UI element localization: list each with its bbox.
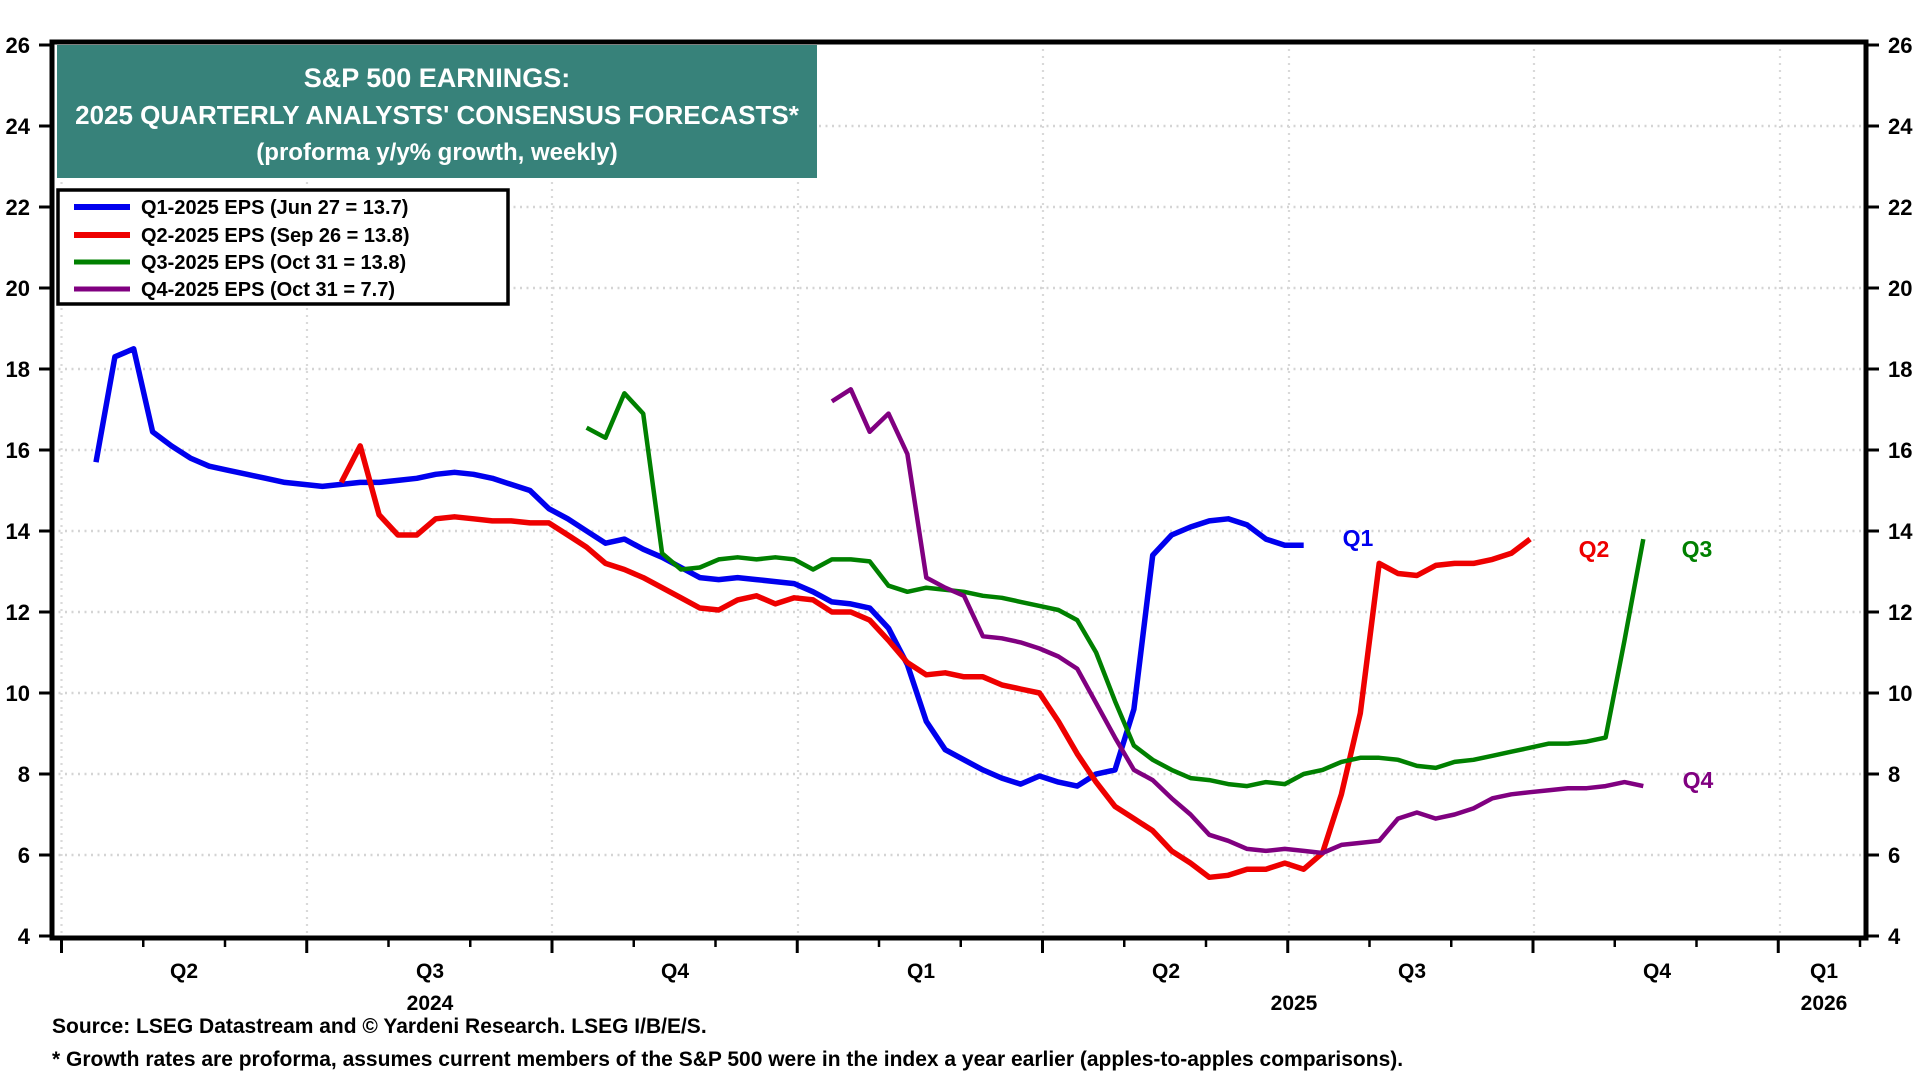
chart-title-line3: (proforma y/y% growth, weekly) xyxy=(256,139,617,166)
legend-label-q3: Q3-2025 EPS (Oct 31 = 13.8) xyxy=(141,252,406,274)
y-axis-label: 4 xyxy=(1888,924,1901,949)
q1-line-label: Q1 xyxy=(1343,525,1374,551)
y-axis-label: 12 xyxy=(1888,600,1912,625)
x-axis-year-label: 2025 xyxy=(1271,992,1318,1015)
y-axis-label: 6 xyxy=(18,843,30,868)
y-axis-label: 20 xyxy=(1888,276,1912,301)
y-axis-label: 22 xyxy=(6,195,30,220)
x-axis-quarter-label: Q2 xyxy=(1152,960,1180,983)
y-axis-label: 26 xyxy=(6,33,30,58)
x-axis-year-label: 2026 xyxy=(1801,992,1848,1015)
y-axis-label: 20 xyxy=(6,276,30,301)
x-axis-year-label: 2024 xyxy=(407,992,454,1015)
series-end-labels: Q1 Q2 Q3 Q4 xyxy=(1343,525,1714,793)
y-axis-label: 24 xyxy=(6,114,31,139)
legend-label-q2: Q2-2025 EPS (Sep 26 = 13.8) xyxy=(141,225,410,247)
x-axis-quarter-label: Q4 xyxy=(1643,960,1671,983)
legend-label-q1: Q1-2025 EPS (Jun 27 = 13.7) xyxy=(141,197,408,219)
y-axis-label: 8 xyxy=(1888,762,1900,787)
legend-box xyxy=(56,188,510,306)
y-axis-label: 16 xyxy=(6,438,30,463)
footnote: * Growth rates are proforma, assumes cur… xyxy=(52,1048,1403,1071)
series-line-q3 xyxy=(585,391,1646,789)
x-axis-labels: Q2 Q3 Q4 Q1 Q2 Q3 Q4 Q1 2024 2025 2026 xyxy=(170,960,1847,1015)
source-line: Source: LSEG Datastream and © Yardeni Re… xyxy=(52,1015,707,1038)
series-line-q4 xyxy=(830,387,1644,856)
y-axis-label: 18 xyxy=(6,357,30,382)
y-axis-label: 26 xyxy=(1888,33,1912,58)
legend-label-q4: Q4-2025 EPS (Oct 31 = 7.7) xyxy=(141,279,395,301)
q2-line-label: Q2 xyxy=(1579,536,1610,562)
y-axis-labels-right: 4 6 8 10 12 14 16 18 20 22 24 26 xyxy=(1888,33,1913,949)
y-axis-label: 16 xyxy=(1888,438,1912,463)
title-background xyxy=(57,45,817,178)
x-axis-quarter-label: Q2 xyxy=(170,960,198,983)
series-line-q1 xyxy=(93,346,1304,789)
y-axis-label: 10 xyxy=(1888,681,1912,706)
q3-line-label: Q3 xyxy=(1682,536,1713,562)
y-axis-label: 12 xyxy=(6,600,30,625)
y-axis-label: 22 xyxy=(1888,195,1912,220)
plot-frame xyxy=(49,39,1869,941)
x-axis-quarter-label: Q3 xyxy=(416,960,444,983)
y-axis-label: 14 xyxy=(1888,519,1913,544)
y-axis-label: 14 xyxy=(6,519,31,544)
q4-line-label: Q4 xyxy=(1683,767,1714,793)
y-axis-label: 4 xyxy=(18,924,31,949)
chart-title-line1: S&P 500 EARNINGS: xyxy=(304,63,571,93)
y-axis-label: 24 xyxy=(1888,114,1913,139)
y-axis-label: 6 xyxy=(1888,843,1900,868)
y-axis-label: 18 xyxy=(1888,357,1912,382)
gridlines xyxy=(52,42,1866,938)
chart-title-line2: 2025 QUARTERLY ANALYSTS' CONSENSUS FOREC… xyxy=(75,100,800,130)
y-axis-label: 8 xyxy=(18,762,30,787)
x-axis-quarter-label: Q1 xyxy=(1810,960,1838,983)
title-block: S&P 500 EARNINGS: 2025 QUARTERLY ANALYST… xyxy=(57,45,817,178)
series-lines xyxy=(93,346,1646,881)
y-axis-labels-left: 4 6 8 10 12 14 16 18 20 22 24 26 xyxy=(6,33,31,949)
legend: Q1-2025 EPS (Jun 27 = 13.7) Q2-2025 EPS … xyxy=(56,188,510,306)
x-axis-quarter-label: Q4 xyxy=(661,960,689,983)
x-axis-quarter-label: Q3 xyxy=(1398,960,1426,983)
series-line-q2 xyxy=(338,443,1532,881)
y-axis-label: 10 xyxy=(6,681,30,706)
x-axis-quarter-label: Q1 xyxy=(907,960,935,983)
